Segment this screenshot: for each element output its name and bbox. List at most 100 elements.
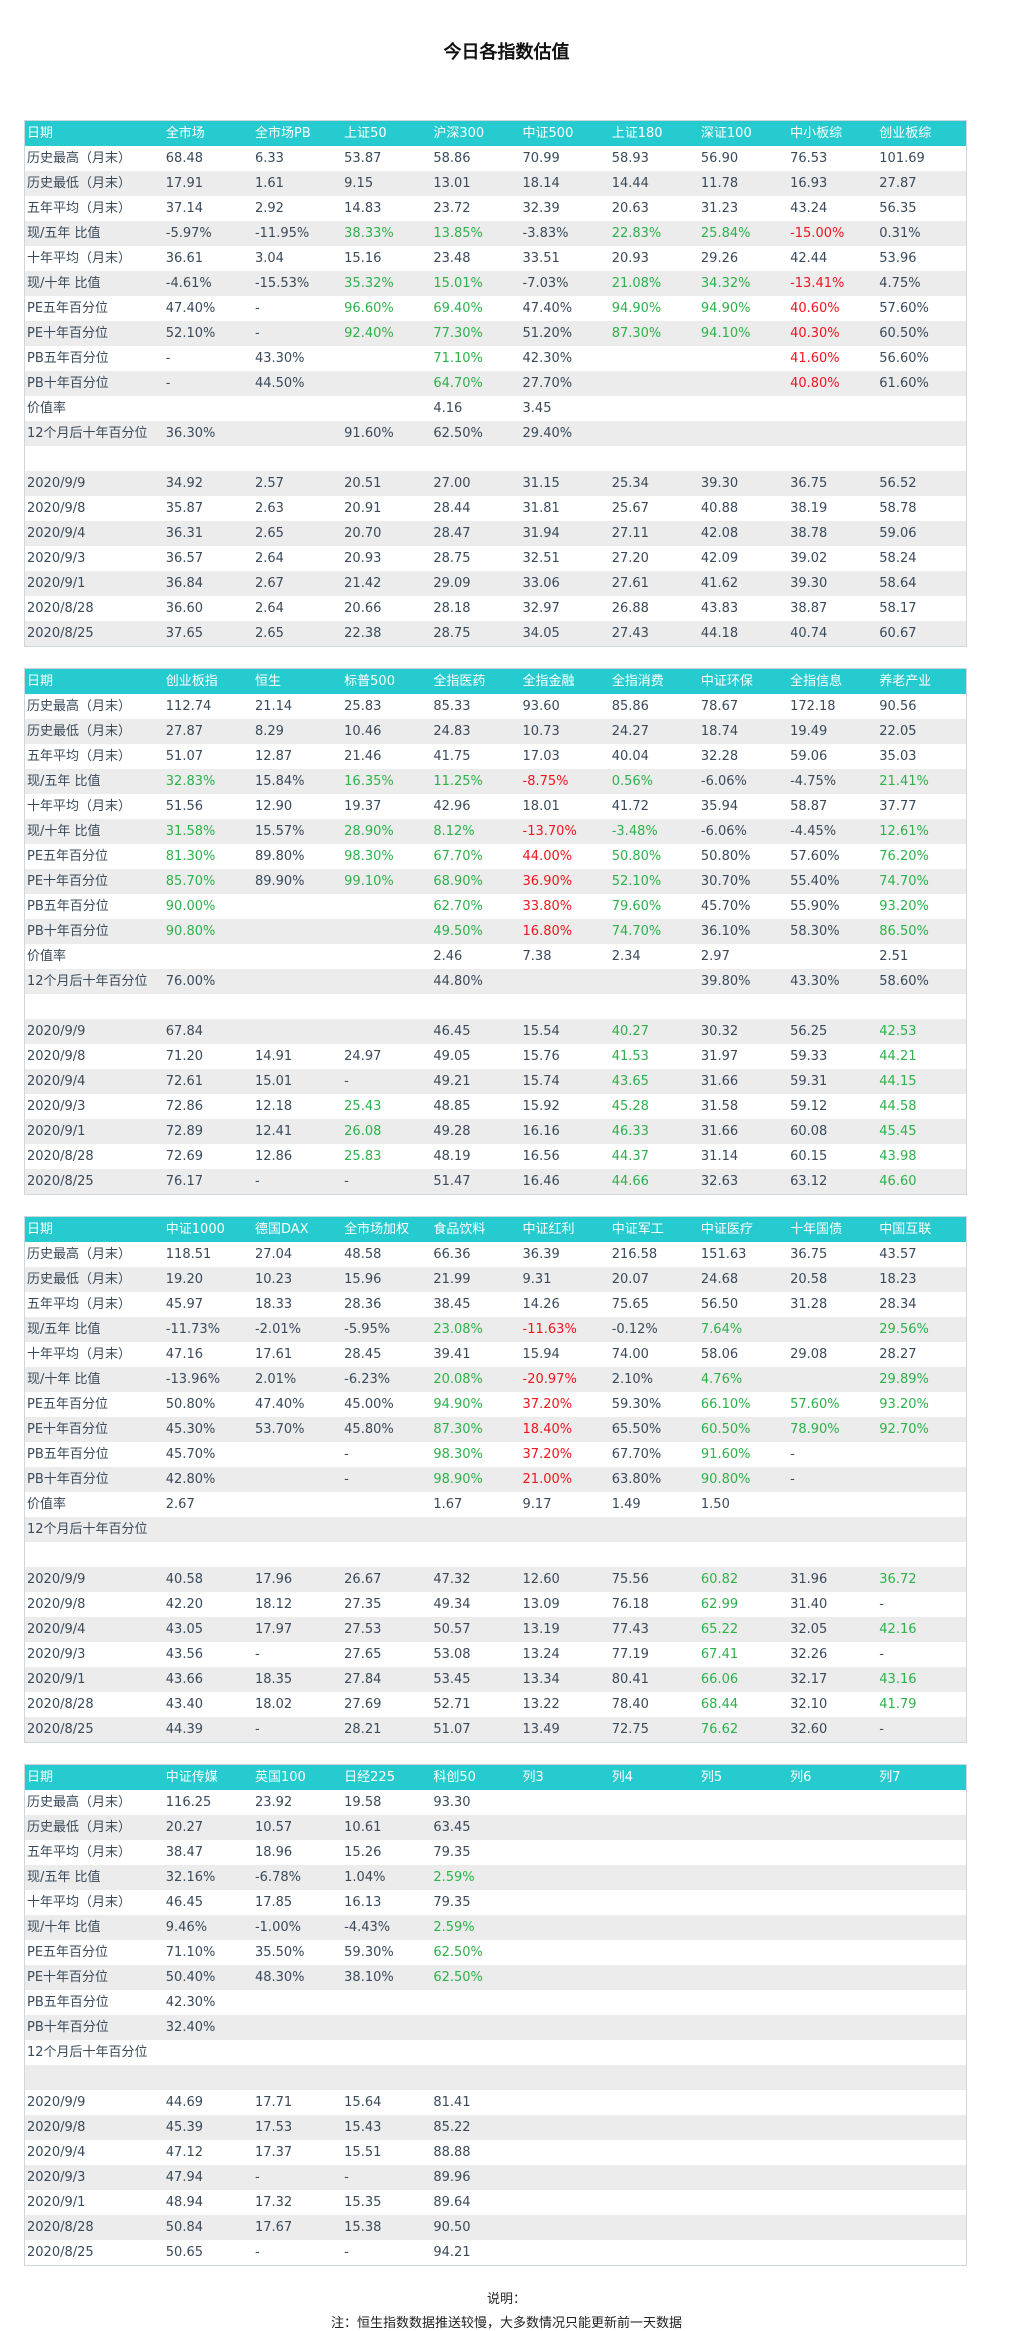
table-cell: 43.30% — [254, 351, 305, 366]
table-cell — [253, 1542, 342, 1567]
row-label: 2020/9/8 — [27, 501, 86, 516]
row-label: 2020/9/8 — [27, 1597, 86, 1612]
table-cell: 32.28 — [700, 749, 739, 764]
table-cell — [788, 1990, 877, 2015]
table-row: PE十年百分位 45.30% 53.70% 45.80% 87.30% 18.40% 65.… — [24, 1417, 967, 1442]
table-cell: 21.14 — [254, 699, 293, 714]
table-cell: 36.57 — [165, 551, 203, 566]
table-cell — [788, 1517, 878, 1542]
table-cell: 79.35 — [433, 1895, 471, 1910]
table-row: 现/五年 比值 -5.97% -11.95% 38.33% 13.85% -3.83% 22… — [24, 221, 967, 246]
row-label: 2020/8/25 — [27, 2245, 94, 2260]
table-row: PB十年百分位 -44.50% 64.70% 27.70% 40.80% 61.60% — [24, 371, 967, 396]
table-cell: 77.19 — [611, 1647, 649, 1662]
header-index-name: 恒生 — [252, 668, 343, 694]
table-header-row: 日期 中证传媒 英国100 日经225 科创50 列3 列4 列5 列6 列7 — [24, 1764, 967, 1790]
table-cell — [609, 2065, 699, 2090]
table-cell: 27.84 — [342, 1667, 432, 1692]
table-row: 现/五年 比值 32.16% -6.78% 1.04% 2.59% — [24, 1865, 967, 1890]
table-cell — [610, 396, 699, 421]
table-cell: 2.64 — [254, 551, 284, 566]
table-cell: 74.00 — [611, 1347, 649, 1362]
row-label: 2020/8/28 — [27, 1697, 94, 1712]
table-cell: 53.96 — [879, 251, 917, 266]
table-cell: 53.87 — [344, 151, 382, 166]
table-cell: 31.96 — [788, 1567, 878, 1592]
table-cell: 34.92 — [163, 471, 253, 496]
table-cell — [431, 2015, 521, 2040]
table-cell — [788, 1492, 877, 1517]
table-cell: 39.30 — [698, 471, 789, 496]
table-cell: 75.65 — [611, 1297, 649, 1312]
table-cell: 36.84 — [163, 571, 253, 596]
table-cell: 18.96 — [254, 1845, 293, 1860]
table-cell: - — [877, 1717, 967, 1743]
header-index-name: 列7 — [877, 1764, 967, 1790]
table-cell — [521, 2040, 610, 2065]
table-cell: 87.30% — [431, 1417, 521, 1442]
table-cell: 28.27 — [879, 1347, 917, 1362]
table-cell — [609, 1517, 699, 1542]
table-cell: 72.61 — [163, 1069, 253, 1094]
table-cell — [520, 1815, 610, 1840]
table-row: 历史最低（月末） 27.87 8.29 10.46 24.83 10.73 24.27 18.… — [24, 719, 967, 744]
table-cell: 40.88 — [700, 501, 739, 516]
table-cell: 24.97 — [344, 1049, 382, 1064]
table-row: PE十年百分位 50.40% 48.30% 38.10% 62.50% — [24, 1965, 967, 1990]
table-cell — [788, 421, 878, 446]
table-cell: 68.48 — [165, 151, 203, 166]
table-cell — [877, 1467, 967, 1492]
table-row: 2020/8/28 50.84 17.67 15.38 90.50 — [24, 2215, 967, 2240]
table-cell: 41.62 — [698, 571, 789, 596]
table-cell: 48.94 — [165, 2195, 203, 2210]
table-cell — [877, 2015, 967, 2040]
table-cell: 18.12 — [254, 1597, 293, 1612]
table-cell: 49.50% — [431, 919, 521, 944]
table-cell: 52.10% — [163, 321, 253, 346]
table-cell — [699, 2190, 788, 2215]
table-cell: 31.40 — [790, 1597, 828, 1612]
table-cell: 53.45 — [431, 1667, 521, 1692]
table-cell: 35.87 — [165, 501, 203, 516]
table-cell: -4.45% — [788, 819, 878, 844]
table-cell: 40.60% — [790, 301, 840, 316]
table-cell: 77.30% — [431, 321, 521, 346]
table-cell: 71.10% — [433, 351, 483, 366]
table-cell — [520, 2215, 610, 2240]
table-cell: 44.50% — [252, 371, 343, 396]
table-row: 十年平均（月末） 47.16 17.61 28.45 39.41 15.94 74.00 58… — [25, 1342, 967, 1367]
table-cell: 112.74 — [165, 699, 212, 714]
table-cell — [253, 1492, 342, 1517]
table-cell: 42.09 — [700, 551, 739, 566]
table-cell — [431, 446, 520, 471]
table-cell — [520, 1517, 610, 1542]
table-cell — [609, 1815, 699, 1840]
table-cell: 28.36 — [344, 1297, 382, 1312]
table-cell: 37.65 — [163, 621, 253, 647]
row-label: 2020/9/9 — [24, 1567, 164, 1592]
row-label: 2020/9/8 — [24, 2115, 164, 2140]
table-cell: 27.69 — [344, 1697, 382, 1712]
table-cell: -3.83% — [520, 221, 610, 246]
table-cell: 45.30% — [163, 1417, 253, 1442]
table-cell — [609, 2015, 699, 2040]
row-label: 12个月后十年百分位 — [24, 969, 164, 994]
table-cell: 12.90 — [254, 799, 293, 814]
table-cell — [610, 1840, 699, 1865]
table-cell: 76.17 — [163, 1169, 253, 1195]
table-row: PB五年百分位 42.30% — [25, 1990, 967, 2015]
table-cell — [431, 994, 520, 1019]
table-cell — [253, 396, 342, 421]
table-cell: 13.22 — [522, 1697, 560, 1712]
table-cell — [252, 1467, 343, 1492]
row-label: 现/五年 比值 — [24, 769, 164, 794]
table-cell — [877, 446, 966, 471]
row-label: 2020/9/1 — [27, 2195, 86, 2210]
table-cell: 10.73 — [520, 719, 610, 744]
table-cell: 51.47 — [431, 1169, 521, 1195]
table-cell: 58.86 — [433, 151, 471, 166]
table-cell — [342, 2065, 432, 2090]
table-cell: 47.94 — [163, 2165, 253, 2190]
table-cell: 76.62 — [698, 1717, 789, 1743]
table-cell: 50.80% — [165, 1397, 216, 1412]
